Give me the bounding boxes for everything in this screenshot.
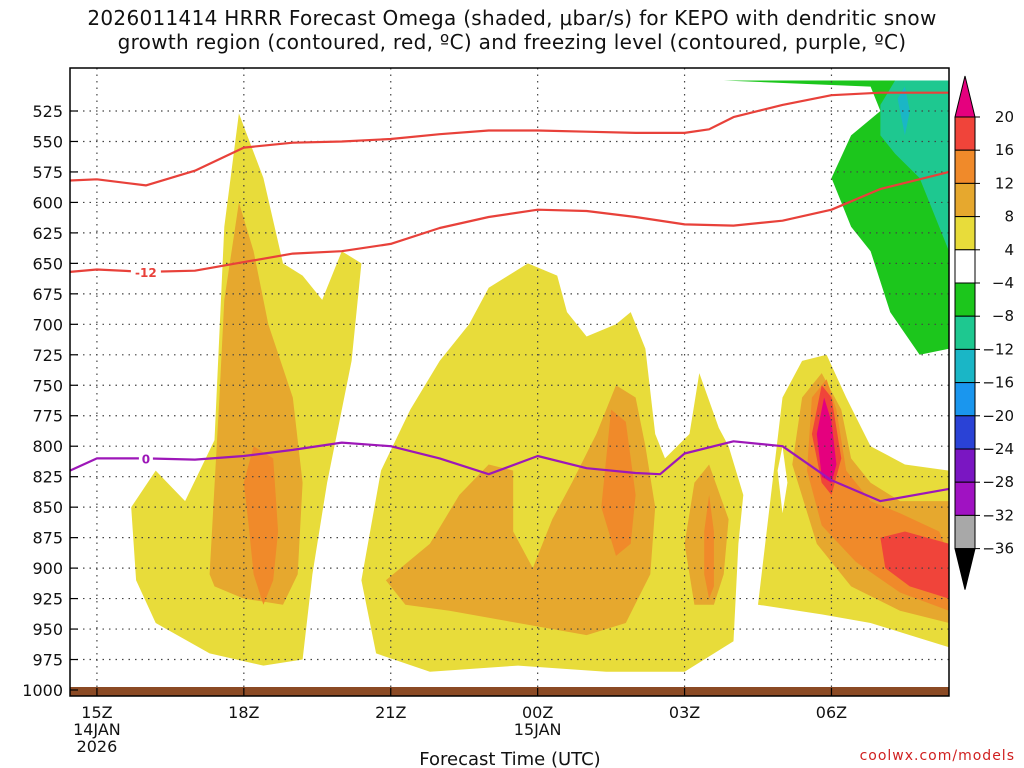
colorbar-label-10: −24 bbox=[982, 440, 1014, 458]
colorbar-label-1: 16 bbox=[995, 141, 1014, 159]
y-tick-label-725: 725 bbox=[32, 346, 63, 365]
y-tick-label-875: 875 bbox=[32, 529, 63, 548]
colorbar-label-9: −20 bbox=[982, 407, 1014, 425]
y-tick-label-950: 950 bbox=[32, 620, 63, 639]
omega-region-orange-center bbox=[385, 385, 656, 636]
credit-text: coolwx.com/models bbox=[860, 748, 1015, 764]
omega-region-dark-orange-03z bbox=[704, 495, 714, 599]
colorbar-bin-1 bbox=[954, 116, 976, 151]
colorbar-bin-10 bbox=[954, 415, 976, 450]
x-tick-label-15Z-0: 15Z bbox=[81, 703, 112, 722]
contour-label-1: -12 bbox=[135, 266, 157, 280]
x-tick-label-21Z-0: 21Z bbox=[375, 703, 406, 722]
omega-region-green-21z bbox=[381, 117, 406, 386]
omega-region-dark-orange-18z bbox=[243, 446, 279, 605]
y-tick-label-900: 900 bbox=[32, 559, 63, 578]
colorbar-label-0: 20 bbox=[995, 108, 1014, 126]
grid-lines bbox=[70, 68, 949, 696]
y-tick-label-575: 575 bbox=[32, 163, 63, 182]
contour-label-bg-2 bbox=[138, 451, 153, 466]
x-tick-label-15Z-2: 2026 bbox=[77, 737, 118, 756]
colorbar-label-11: −28 bbox=[982, 473, 1014, 491]
omega-region-orange-18z bbox=[209, 202, 303, 605]
colorbar-label-7: −12 bbox=[982, 340, 1014, 358]
y-tick-label-775: 775 bbox=[32, 407, 63, 426]
colorbar-label-5: −4 bbox=[992, 274, 1014, 292]
contour-label-bg-1 bbox=[130, 264, 161, 279]
colorbar-bin-6 bbox=[954, 282, 976, 317]
omega-region-red-06z-lower bbox=[880, 531, 949, 599]
plot-frame bbox=[69, 67, 950, 697]
omega-region-blue-upper-right bbox=[897, 86, 910, 136]
colorbar-label-4: 4 bbox=[1004, 241, 1014, 259]
colorbar-bin-13 bbox=[954, 514, 976, 550]
colorbar: 20 16 12 8 4 −4 −8 −12 −16 −20 −24 −28 −32 −36 bbox=[954, 75, 1014, 590]
y-tick-label-975: 975 bbox=[32, 651, 63, 670]
colorbar-bin-9 bbox=[954, 382, 976, 417]
omega-region-cyan-upper-right bbox=[880, 80, 949, 252]
x-tick-label-03Z-0: 03Z bbox=[669, 703, 700, 722]
colorbar-label-3: 8 bbox=[1004, 208, 1014, 226]
colorbar-bin-2 bbox=[954, 149, 976, 184]
colorbar-label-6: −8 bbox=[992, 307, 1014, 325]
x-tick-label-06Z-0: 06Z bbox=[816, 703, 847, 722]
contour-line-0 bbox=[69, 91, 949, 187]
omega-region-green-0430z bbox=[777, 446, 788, 514]
colorbar-bin-11 bbox=[954, 448, 976, 483]
colorbar-bin-14 bbox=[954, 548, 976, 590]
y-tick-label-600: 600 bbox=[32, 193, 63, 212]
contour-line-1 bbox=[69, 170, 950, 273]
colorbar-label-2: 12 bbox=[995, 174, 1014, 192]
x-tick-label-00Z-1: 15JAN bbox=[514, 720, 562, 739]
colorbar-label-8: −16 bbox=[982, 374, 1014, 392]
x-tick-label-15Z-1: 14JAN bbox=[73, 720, 121, 739]
colorbar-bin-7 bbox=[954, 315, 976, 350]
x-tick-label-00Z-0: 00Z bbox=[522, 703, 553, 722]
colorbar-bin-12 bbox=[954, 481, 976, 516]
y-tick-label-850: 850 bbox=[32, 498, 63, 517]
ground-bar bbox=[70, 687, 949, 696]
colorbar-bin-8 bbox=[954, 348, 976, 384]
x-axis-label: Forecast Time (UTC) bbox=[419, 749, 600, 768]
contour-label-2: 0 bbox=[142, 452, 150, 466]
y-tick-label-750: 750 bbox=[32, 376, 63, 395]
title-line-1: 2026011414 HRRR Forecast Omega (shaded, … bbox=[87, 6, 937, 30]
y-tick-label-525: 525 bbox=[32, 102, 63, 121]
colorbar-bin-5 bbox=[954, 249, 976, 284]
x-tick-label-18Z-0: 18Z bbox=[228, 703, 259, 722]
y-tick-label-625: 625 bbox=[32, 224, 63, 243]
title-line-2: growth region (contoured, red, ºC) and f… bbox=[117, 30, 907, 54]
colorbar-label-12: −32 bbox=[982, 506, 1014, 524]
y-tick-label-700: 700 bbox=[32, 315, 63, 334]
colorbar-label-13: −36 bbox=[982, 540, 1014, 558]
omega-region-green-0230z bbox=[682, 312, 692, 380]
chart-title: 2026011414 HRRR Forecast Omega (shaded, … bbox=[0, 6, 1024, 54]
contour-lines: -12 0 bbox=[69, 91, 950, 503]
colorbar-bin-4 bbox=[954, 216, 976, 251]
y-tick-label-800: 800 bbox=[32, 437, 63, 456]
colorbar-bin-0 bbox=[954, 75, 976, 118]
y-tick-label-550: 550 bbox=[32, 132, 63, 151]
contour-line-2 bbox=[69, 440, 950, 503]
y-tick-label-650: 650 bbox=[32, 254, 63, 273]
y-tick-label-1000: 1000 bbox=[22, 681, 63, 700]
y-axis: 525 550 575 600 625 650 675 700 725 750 775 800 825 8… bbox=[22, 102, 78, 700]
y-tick-label-675: 675 bbox=[32, 285, 63, 304]
colorbar-bin-3 bbox=[954, 182, 976, 218]
omega-region-magenta-06z bbox=[816, 397, 837, 483]
y-tick-label-825: 825 bbox=[32, 468, 63, 487]
y-tick-label-925: 925 bbox=[32, 590, 63, 609]
